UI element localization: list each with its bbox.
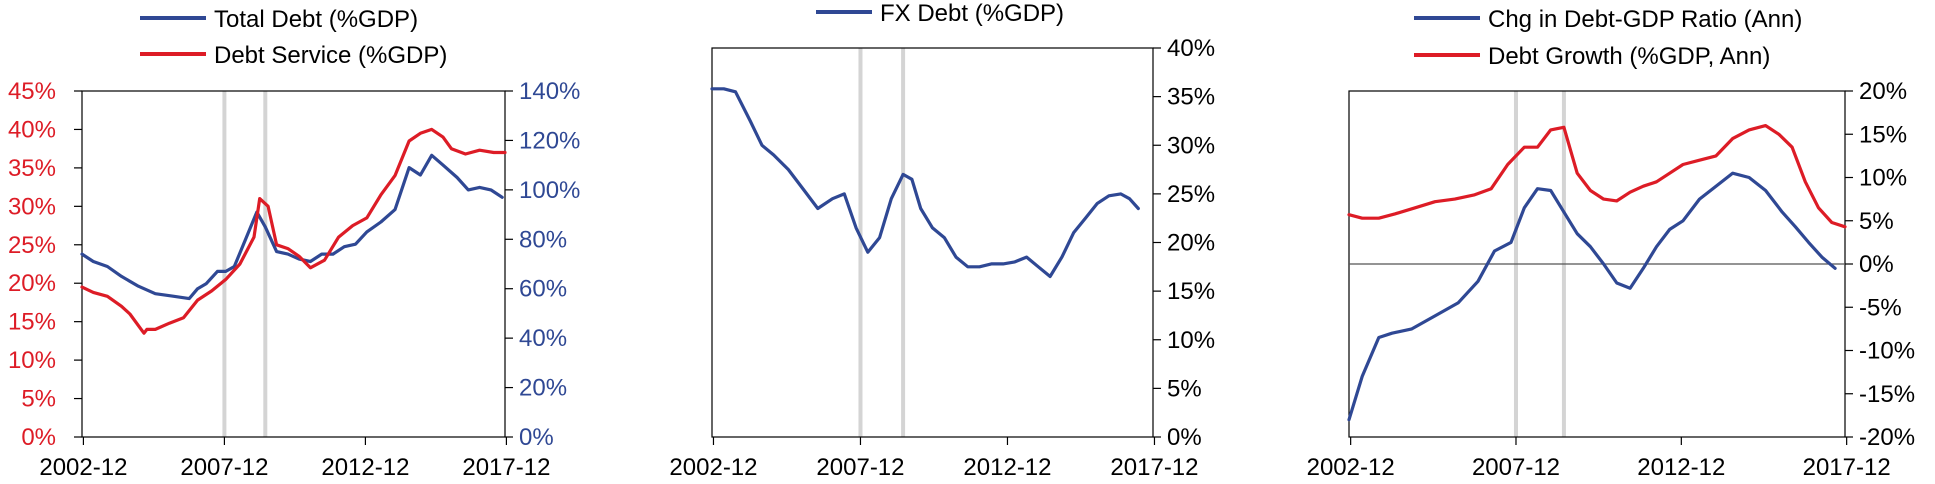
right-y-tick-label: 10% <box>1167 327 1215 354</box>
right-y-tick-label: 5% <box>1167 375 1202 402</box>
right-y-tick-label: 60% <box>519 276 567 303</box>
plot-frame <box>81 90 506 438</box>
left-y-tick-label: 5% <box>21 386 56 413</box>
x-tick-label: 2002-12 <box>1307 454 1395 481</box>
right-y-tick-label: 20% <box>1167 230 1215 257</box>
x-tick-label: 2017-12 <box>1803 454 1891 481</box>
right-y-tick-label: 5% <box>1859 208 1894 235</box>
right-y-tick-label: 0% <box>1167 424 1202 451</box>
left-y-tick-label: 30% <box>8 193 56 220</box>
series-line-chg-in-debt-gdp-ratio-ann <box>1347 171 1837 422</box>
x-tick-label: 2002-12 <box>39 454 127 481</box>
left-y-tick-label: 0% <box>21 424 56 451</box>
series-line-debt-service-gdp <box>80 127 507 335</box>
x-tick-label: 2007-12 <box>816 454 904 481</box>
left-y-tick-label: 35% <box>8 155 56 182</box>
x-tick-label: 2012-12 <box>321 454 409 481</box>
legend-label: Chg in Debt-GDP Ratio (Ann) <box>1488 6 1802 33</box>
x-tick-label: 2002-12 <box>669 454 757 481</box>
series-line-total-debt-gdp <box>80 153 504 301</box>
right-y-tick-label: 120% <box>519 127 580 154</box>
right-y-tick-label: 30% <box>1167 132 1215 159</box>
x-tick-label: 2007-12 <box>180 454 268 481</box>
legend-label: Total Debt (%GDP) <box>214 6 418 33</box>
left-y-tick-label: 45% <box>8 78 56 105</box>
right-y-tick-label: 100% <box>519 177 580 204</box>
series-line-debt-growth-gdp-ann <box>1347 123 1847 229</box>
right-y-tick-label: -20% <box>1859 424 1915 451</box>
right-y-tick-label: 20% <box>519 375 567 402</box>
series-line-fx-debt-gdp <box>710 87 1140 279</box>
legend-label: Debt Growth (%GDP, Ann) <box>1488 43 1770 70</box>
chart-panel-3: 2002-12 2007-12 2012-12 2017-12 -20% -15% -10%… <box>1307 6 1915 481</box>
x-tick-label: 2012-12 <box>963 454 1051 481</box>
right-y-tick-label: 25% <box>1167 181 1215 208</box>
right-y-tick-label: 40% <box>519 325 567 352</box>
right-y-tick-label: 15% <box>1859 121 1907 148</box>
left-y-tick-label: 15% <box>8 309 56 336</box>
right-y-tick-label: 35% <box>1167 84 1215 111</box>
right-y-tick-label: -15% <box>1859 381 1915 408</box>
x-tick-label: 2012-12 <box>1637 454 1725 481</box>
x-tick-label: 2007-12 <box>1472 454 1560 481</box>
right-y-tick-label: 140% <box>519 78 580 105</box>
right-y-tick-label: -5% <box>1859 294 1902 321</box>
x-tick-label: 2017-12 <box>1110 454 1198 481</box>
right-y-tick-label: 0% <box>519 424 554 451</box>
chart-panel-2: 2002-12 2007-12 2012-12 2017-12 0% 5% 10% 15% 20… <box>669 0 1215 481</box>
x-tick-label: 2017-12 <box>462 454 550 481</box>
chart-panel-1: 2002-12 2007-12 2012-12 2017-12 0% 5% 10% 15% 20… <box>8 6 580 481</box>
right-y-tick-label: 40% <box>1167 35 1215 62</box>
right-y-tick-label: 15% <box>1167 278 1215 305</box>
left-y-tick-label: 10% <box>8 347 56 374</box>
left-y-tick-label: 25% <box>8 232 56 259</box>
plot-frame <box>711 47 1154 438</box>
right-y-tick-label: -10% <box>1859 338 1915 365</box>
legend-label: Debt Service (%GDP) <box>214 42 447 69</box>
legend-label: FX Debt (%GDP) <box>880 0 1064 27</box>
left-y-tick-label: 40% <box>8 116 56 143</box>
right-y-tick-label: 0% <box>1859 251 1894 278</box>
right-y-tick-label: 80% <box>519 226 567 253</box>
right-y-tick-label: 20% <box>1859 78 1907 105</box>
right-y-tick-label: 10% <box>1859 165 1907 192</box>
left-y-tick-label: 20% <box>8 270 56 297</box>
